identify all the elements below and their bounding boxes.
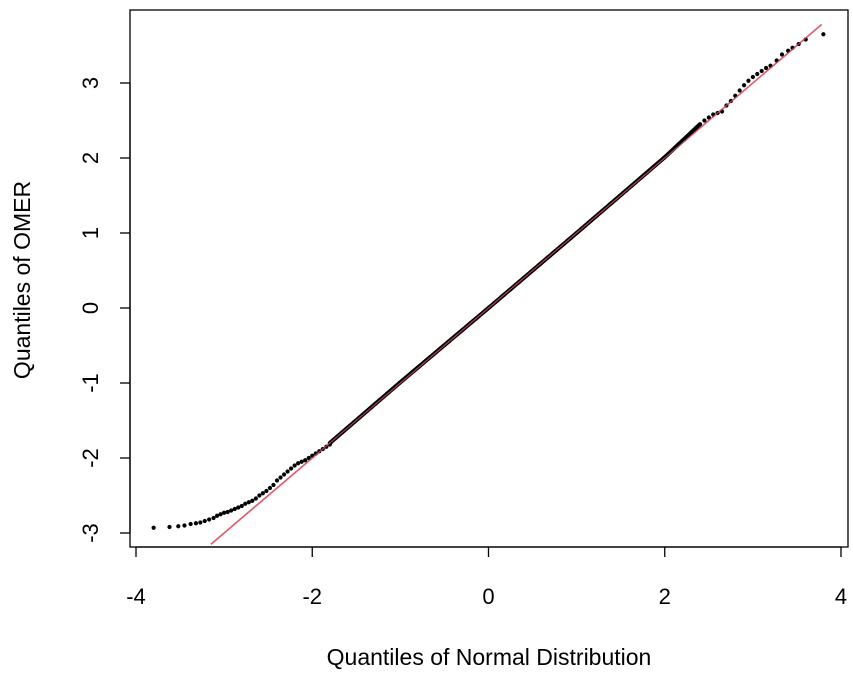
x-axis-title: Quantiles of Normal Distribution — [327, 644, 652, 670]
qq-point — [250, 498, 255, 503]
y-tick-label: -2 — [78, 448, 103, 468]
qq-point — [211, 515, 216, 521]
qq-point — [274, 478, 280, 483]
qq-point — [260, 491, 265, 496]
qq-point — [253, 496, 258, 501]
qq-point — [225, 509, 230, 515]
qq-point — [232, 506, 237, 512]
qq-point — [750, 74, 755, 80]
qq-point — [229, 508, 234, 513]
qq-point — [759, 68, 764, 74]
qq-point — [737, 88, 742, 93]
qq-point — [202, 518, 207, 524]
qq-point — [706, 115, 711, 120]
qq-point — [236, 505, 241, 510]
y-axis: -3 -2 -1 0 1 2 3 — [78, 77, 131, 543]
qq-point — [239, 503, 244, 509]
qq-point — [306, 455, 311, 461]
y-tick-label: 3 — [78, 77, 103, 89]
qq-point — [299, 459, 304, 464]
qq-point — [285, 469, 290, 474]
y-axis-title: Quantiles of OMER — [9, 181, 35, 379]
qq-point — [292, 463, 297, 468]
x-axis: -4 -2 0 2 4 — [126, 546, 847, 609]
qq-point — [271, 482, 276, 488]
qq-point — [198, 520, 203, 525]
qq-point — [303, 458, 308, 463]
x-tick-label: 2 — [659, 584, 671, 609]
data-points — [151, 24, 826, 545]
qq-point — [182, 523, 187, 528]
qq-point — [246, 500, 251, 505]
qq-point — [746, 78, 751, 83]
qq-point — [188, 521, 193, 527]
qq-point — [243, 501, 248, 506]
qq-point — [151, 525, 156, 530]
qq-point — [218, 512, 223, 517]
qq-point — [289, 466, 294, 471]
qq-point — [696, 123, 702, 128]
qq-point — [779, 52, 785, 57]
y-tick-label: -1 — [78, 373, 103, 393]
x-tick-label: -2 — [302, 584, 322, 609]
qq-point — [763, 65, 769, 71]
reference-line-overlay — [210, 24, 823, 545]
qq-point — [167, 524, 172, 530]
qq-point — [222, 510, 227, 515]
y-tick-label: 1 — [78, 227, 103, 239]
qq-point — [281, 472, 287, 477]
qq-point — [755, 71, 760, 77]
y-tick-label: -3 — [78, 523, 103, 543]
qq-point — [278, 475, 283, 480]
qq-point — [264, 488, 269, 494]
qq-point — [821, 32, 826, 37]
qq-point — [193, 521, 199, 526]
qq-point — [267, 485, 273, 491]
qq-point — [207, 517, 212, 522]
x-tick-label: -4 — [126, 584, 146, 609]
x-tick-label: 4 — [835, 584, 847, 609]
qq-point — [702, 118, 707, 123]
qq-point — [214, 513, 220, 518]
qq-point — [296, 461, 301, 466]
x-tick-label: 0 — [482, 584, 494, 609]
y-tick-label: 2 — [78, 152, 103, 164]
qq-point — [176, 524, 181, 529]
qq-point — [257, 493, 262, 498]
qq-point — [741, 83, 747, 88]
y-tick-label: 0 — [78, 302, 103, 314]
